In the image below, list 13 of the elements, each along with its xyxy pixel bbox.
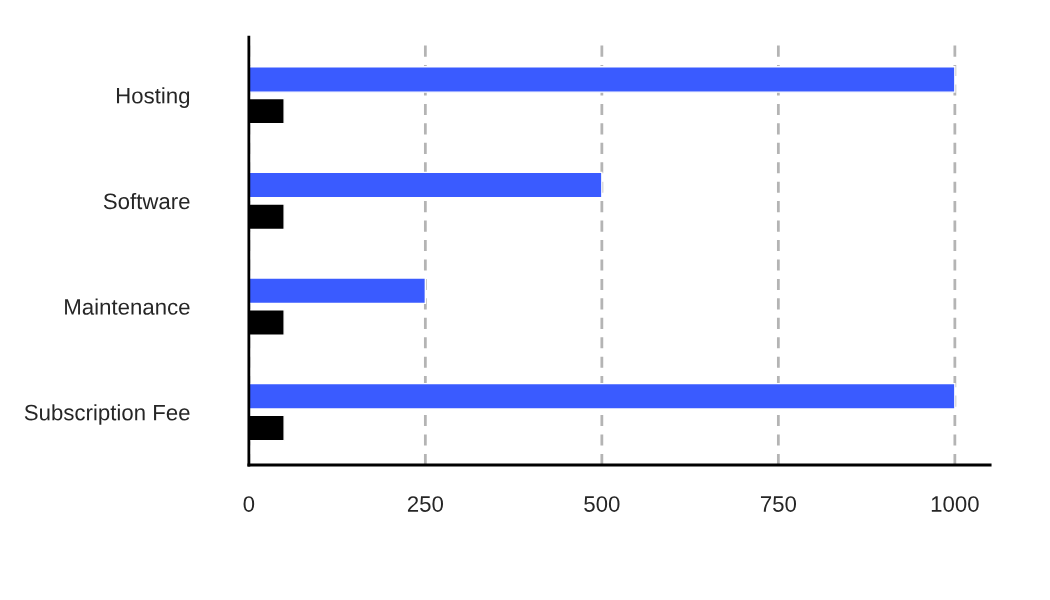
bar bbox=[248, 66, 956, 93]
x-tick-label: 1000 bbox=[931, 496, 979, 512]
y-tick-label: Hosting bbox=[117, 87, 190, 108]
x-tick-label: 750 bbox=[760, 496, 797, 512]
bar bbox=[248, 382, 956, 410]
x-tick-label: 250 bbox=[407, 496, 444, 512]
y-tick-label: Maintenance bbox=[65, 298, 190, 315]
y-tick-label: Software bbox=[103, 192, 190, 210]
x-tick-label: 0 bbox=[243, 496, 255, 512]
bar bbox=[248, 277, 427, 305]
x-tick-label: 500 bbox=[584, 496, 620, 512]
bar bbox=[248, 171, 603, 199]
y-tick-label: Subscription Fee bbox=[24, 404, 190, 425]
